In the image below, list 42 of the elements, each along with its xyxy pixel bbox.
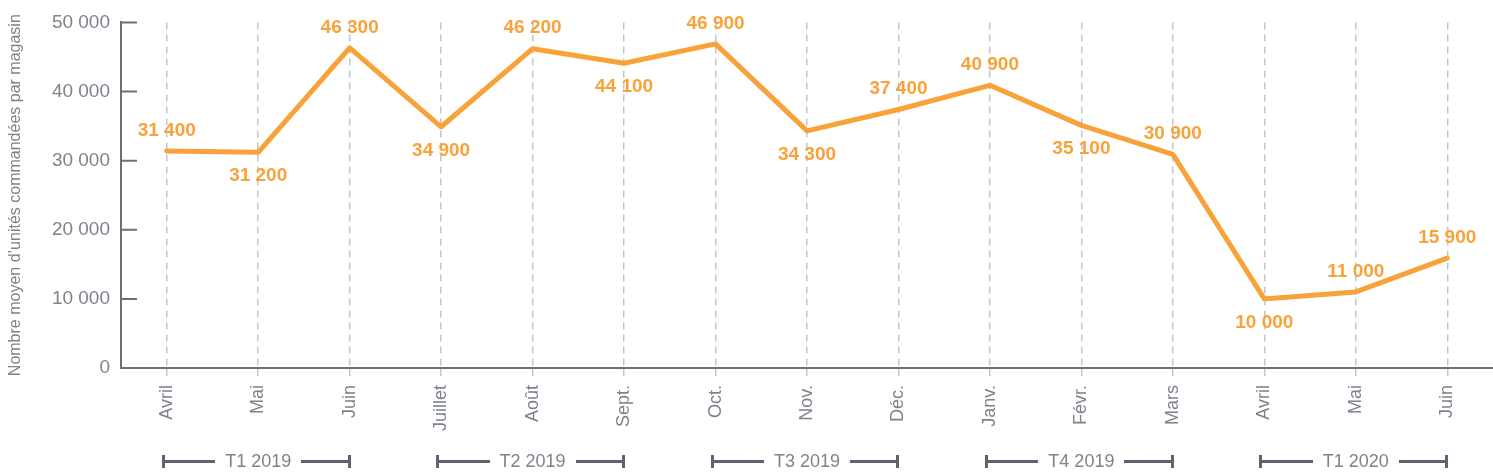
text: T1 2019 (215, 451, 302, 471)
x-tick-label: Juillet (430, 385, 451, 432)
x-tick-label: Déc. (887, 385, 908, 423)
text: T2 2019 (489, 451, 576, 471)
y-tick-label: 50 000 (51, 10, 110, 32)
x-tick-label: Juin (1436, 385, 1457, 419)
y-tick-label: 20 000 (51, 217, 110, 239)
x-tick-label: Avril (1253, 385, 1274, 420)
y-tick-label: 10 000 (51, 287, 110, 309)
data-label: 11 000 (1327, 259, 1385, 281)
x-tick-label: Nov. (795, 385, 816, 421)
text: T3 2019 (763, 451, 851, 471)
y-tick-label: 0 (99, 356, 110, 378)
y-tick-label: 40 000 (51, 79, 110, 101)
data-label: 35 100 (1052, 137, 1111, 159)
data-label: 46 300 (320, 15, 379, 37)
data-label: 34 300 (777, 142, 837, 164)
data-label: 15 900 (1418, 225, 1477, 247)
data-label: 31 200 (229, 164, 288, 186)
text: T4 2019 (1038, 451, 1125, 471)
data-label: 34 900 (412, 138, 471, 160)
text: T1 2020 (1312, 451, 1399, 471)
x-tick-label: Avril (155, 385, 176, 420)
x-tick-label: Oct. (704, 385, 725, 419)
data-label: 40 900 (960, 53, 1019, 75)
data-label: 31 400 (137, 118, 196, 140)
x-tick-label: Janv. (978, 385, 999, 427)
y-axis-title: Nombre moyen d’unités commandées par magasin (6, 14, 24, 377)
x-tick-label: Févr. (1070, 385, 1091, 426)
x-tick-label: Mai (247, 385, 268, 415)
x-tick-label: Juin (338, 385, 359, 419)
x-tick-label: Mai (1344, 385, 1365, 415)
x-tick-label: Août (521, 385, 542, 423)
data-label: 46 900 (686, 11, 745, 33)
x-tick-label: Mars (1161, 385, 1182, 425)
data-label: 37 400 (869, 77, 928, 99)
x-tick-label: Sept. (613, 385, 634, 428)
data-label: 46 200 (503, 16, 562, 38)
data-label: 30 900 (1143, 122, 1202, 144)
data-label: 10 000 (1235, 310, 1294, 332)
y-tick-label: 30 000 (51, 148, 110, 170)
data-label: 44 100 (595, 74, 654, 96)
